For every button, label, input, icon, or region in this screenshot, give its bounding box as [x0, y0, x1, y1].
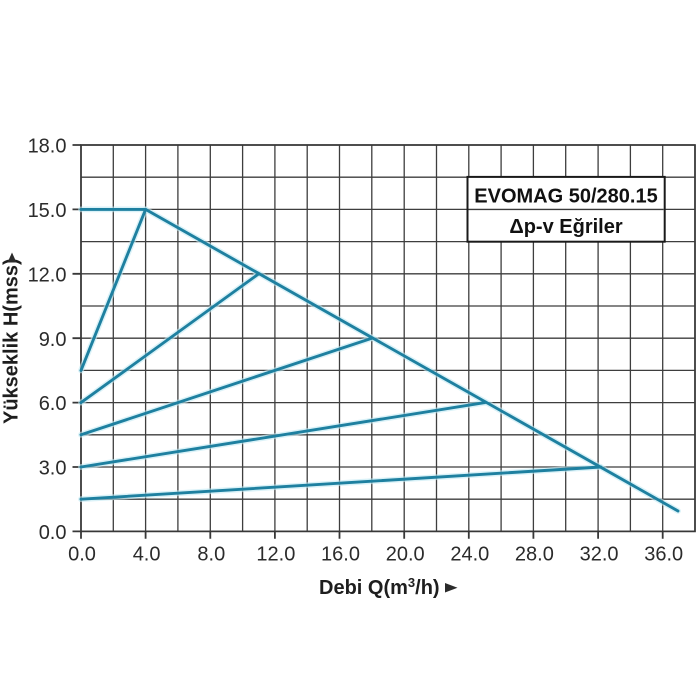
svg-text:8.0: 8.0 — [197, 543, 225, 565]
svg-text:12.0: 12.0 — [256, 543, 295, 565]
svg-text:15.0: 15.0 — [28, 200, 67, 222]
svg-text:EVOMAG 50/280.15: EVOMAG 50/280.15 — [474, 186, 657, 208]
svg-text:24.0: 24.0 — [450, 543, 489, 565]
svg-text:20.0: 20.0 — [386, 543, 425, 565]
svg-text:0.0: 0.0 — [39, 522, 67, 544]
svg-text:16.0: 16.0 — [321, 543, 360, 565]
svg-text:28.0: 28.0 — [515, 543, 554, 565]
svg-text:3.0: 3.0 — [39, 458, 67, 480]
svg-text:Δp-v Eğriler: Δp-v Eğriler — [509, 216, 623, 238]
svg-text:12.0: 12.0 — [28, 264, 67, 286]
svg-text:9.0: 9.0 — [39, 329, 67, 351]
svg-text:32.0: 32.0 — [580, 543, 619, 565]
svg-text:Yükseklik H(mss): Yükseklik H(mss) — [1, 258, 23, 424]
svg-text:Debi Q(m3/h): Debi Q(m3/h) — [319, 575, 440, 599]
svg-text:0.0: 0.0 — [68, 543, 96, 565]
svg-text:6.0: 6.0 — [39, 393, 67, 415]
svg-text:18.0: 18.0 — [28, 136, 67, 158]
svg-text:36.0: 36.0 — [644, 543, 683, 565]
svg-text:4.0: 4.0 — [133, 543, 161, 565]
